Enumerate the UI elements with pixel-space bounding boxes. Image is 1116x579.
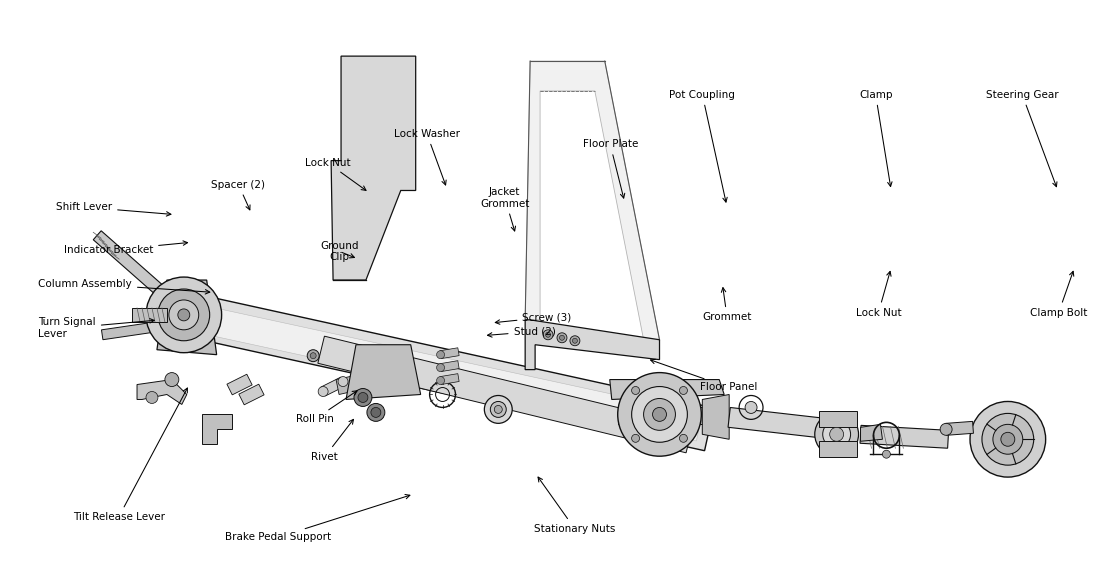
- Polygon shape: [157, 280, 217, 355]
- Circle shape: [358, 393, 368, 402]
- Text: Grommet: Grommet: [702, 288, 752, 322]
- Circle shape: [546, 332, 550, 338]
- Circle shape: [680, 434, 687, 442]
- Text: Lock Nut: Lock Nut: [856, 272, 902, 317]
- Circle shape: [982, 413, 1033, 465]
- Text: Floor Plate: Floor Plate: [583, 140, 638, 198]
- Circle shape: [318, 387, 328, 397]
- Text: Jacket
Grommet: Jacket Grommet: [480, 187, 529, 231]
- Text: Ground
Clip: Ground Clip: [320, 240, 358, 262]
- Polygon shape: [440, 373, 459, 384]
- Circle shape: [557, 333, 567, 343]
- Circle shape: [644, 398, 675, 430]
- Polygon shape: [227, 374, 252, 395]
- Polygon shape: [202, 415, 232, 444]
- Circle shape: [1001, 433, 1014, 446]
- Circle shape: [338, 376, 348, 387]
- Text: Steering Gear: Steering Gear: [985, 90, 1059, 186]
- Circle shape: [146, 277, 222, 353]
- Circle shape: [367, 404, 385, 422]
- Circle shape: [940, 423, 952, 435]
- Polygon shape: [102, 320, 171, 340]
- Circle shape: [490, 401, 507, 417]
- Text: Roll Pin: Roll Pin: [296, 391, 357, 424]
- Circle shape: [822, 420, 850, 448]
- Text: Tilt Release Lever: Tilt Release Lever: [73, 388, 187, 522]
- Polygon shape: [860, 424, 883, 441]
- Circle shape: [745, 401, 757, 413]
- Circle shape: [559, 335, 565, 340]
- Text: Rivet: Rivet: [311, 419, 354, 461]
- Circle shape: [632, 434, 639, 442]
- Text: Turn Signal
Lever: Turn Signal Lever: [38, 317, 154, 339]
- Polygon shape: [321, 377, 345, 396]
- Text: Column Assembly: Column Assembly: [38, 278, 210, 294]
- Circle shape: [653, 408, 666, 422]
- Circle shape: [436, 364, 444, 372]
- Circle shape: [883, 450, 891, 458]
- Polygon shape: [318, 336, 693, 453]
- Circle shape: [177, 309, 190, 321]
- Text: Floor Panel: Floor Panel: [651, 360, 758, 393]
- Polygon shape: [618, 408, 704, 424]
- Polygon shape: [526, 320, 660, 369]
- Circle shape: [632, 387, 687, 442]
- Circle shape: [310, 353, 316, 358]
- Text: Clamp Bolt: Clamp Bolt: [1030, 272, 1087, 317]
- Circle shape: [158, 289, 210, 341]
- Text: Indicator Bracket: Indicator Bracket: [64, 241, 187, 255]
- Circle shape: [169, 300, 199, 330]
- Circle shape: [680, 387, 687, 394]
- Circle shape: [573, 338, 577, 343]
- Polygon shape: [137, 380, 186, 405]
- Polygon shape: [945, 422, 973, 435]
- Polygon shape: [440, 361, 459, 372]
- Circle shape: [618, 373, 701, 456]
- Text: Brake Pedal Support: Brake Pedal Support: [225, 494, 410, 543]
- Text: Stud (2): Stud (2): [488, 327, 556, 337]
- Text: Pot Coupling: Pot Coupling: [670, 90, 735, 202]
- Circle shape: [829, 427, 844, 441]
- Circle shape: [436, 376, 444, 384]
- Circle shape: [166, 321, 174, 329]
- Circle shape: [354, 389, 372, 406]
- Text: Lock Washer: Lock Washer: [394, 129, 460, 185]
- Polygon shape: [526, 61, 660, 345]
- Text: Clamp: Clamp: [859, 90, 893, 186]
- Polygon shape: [239, 384, 264, 405]
- Circle shape: [993, 424, 1022, 454]
- Circle shape: [970, 401, 1046, 477]
- Circle shape: [494, 405, 502, 413]
- Polygon shape: [609, 380, 724, 400]
- Text: Lock Nut: Lock Nut: [305, 157, 366, 190]
- Polygon shape: [702, 394, 729, 439]
- Polygon shape: [346, 345, 421, 400]
- Polygon shape: [162, 288, 714, 450]
- Circle shape: [815, 412, 858, 456]
- Circle shape: [436, 351, 444, 358]
- Circle shape: [307, 350, 319, 362]
- Polygon shape: [94, 231, 169, 299]
- Circle shape: [371, 408, 381, 417]
- Polygon shape: [819, 441, 857, 457]
- Polygon shape: [336, 375, 360, 394]
- Polygon shape: [331, 56, 415, 280]
- Circle shape: [146, 391, 158, 404]
- Circle shape: [484, 395, 512, 423]
- Circle shape: [632, 387, 639, 394]
- Polygon shape: [440, 348, 459, 358]
- Polygon shape: [860, 426, 949, 448]
- Text: Stationary Nuts: Stationary Nuts: [533, 477, 615, 534]
- Text: Shift Lever: Shift Lever: [56, 202, 171, 216]
- Polygon shape: [174, 301, 702, 441]
- Circle shape: [570, 336, 580, 346]
- Circle shape: [165, 373, 179, 387]
- Circle shape: [543, 330, 554, 340]
- Circle shape: [160, 290, 170, 300]
- Text: Spacer (2): Spacer (2): [211, 179, 266, 210]
- Polygon shape: [819, 412, 857, 427]
- Polygon shape: [132, 308, 167, 322]
- Polygon shape: [728, 408, 835, 439]
- Text: Screw (3): Screw (3): [496, 312, 571, 324]
